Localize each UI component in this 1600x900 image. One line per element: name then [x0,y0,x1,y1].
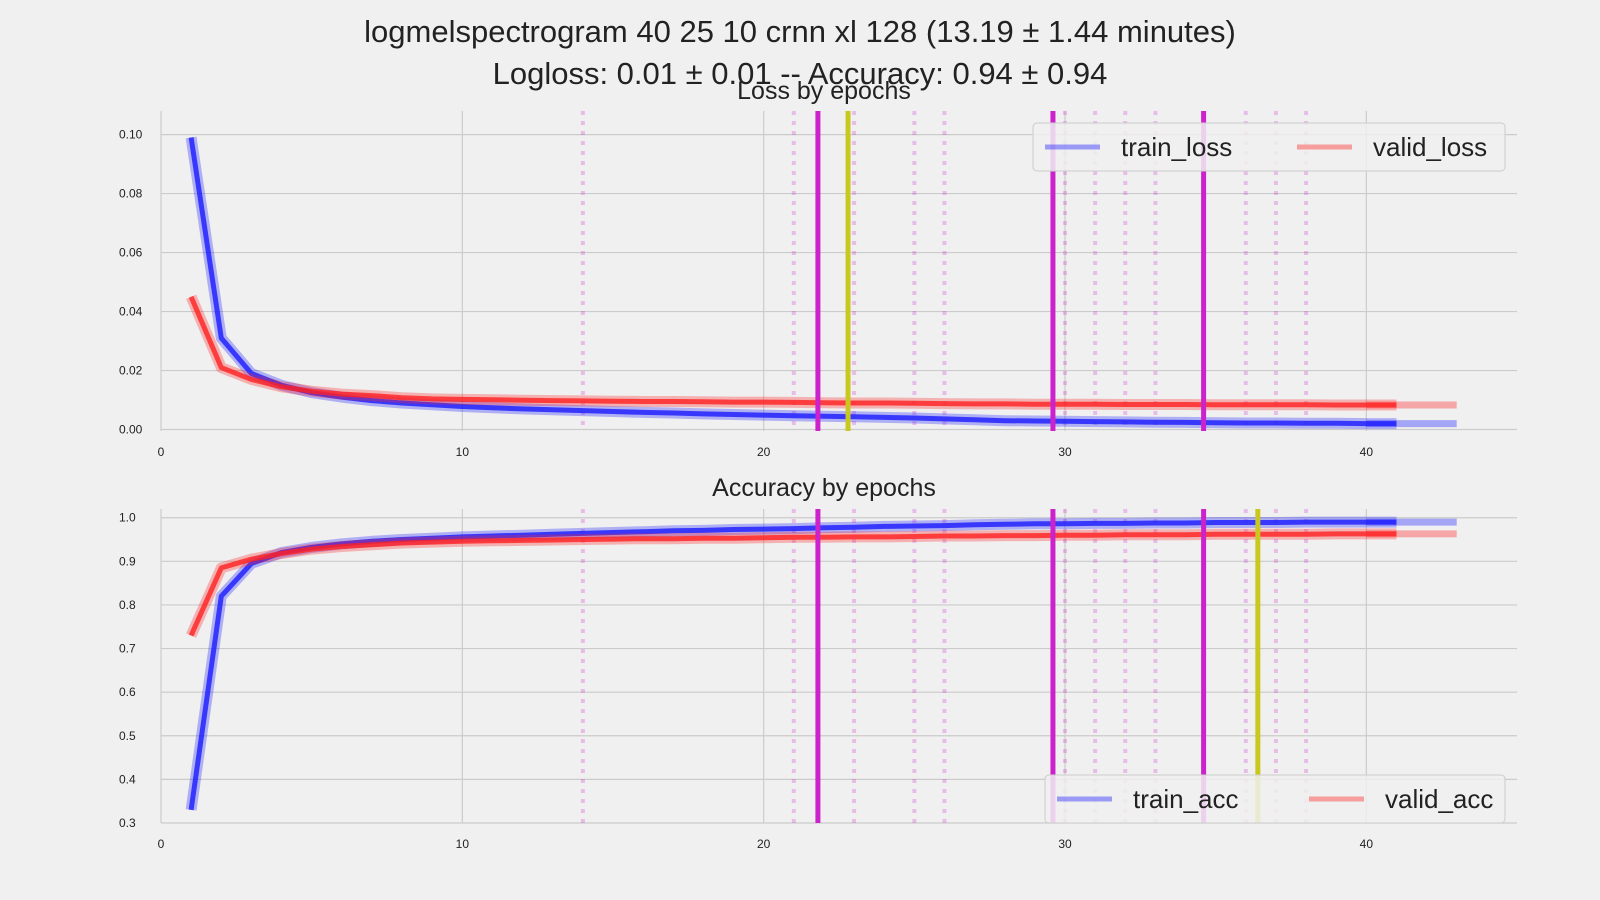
acc-ytick-label: 0.6 [119,685,136,699]
series-train_acc-line [188,519,1397,811]
loss-grid [160,111,1517,431]
legend-label-train_loss: train_loss [1121,132,1232,162]
acc-ytick-label: 0.7 [119,642,136,656]
loss-xtick-label: 40 [1360,445,1374,459]
acc-ytick-label: 0.5 [119,729,136,743]
loss-ytick-label: 0.10 [119,128,143,142]
loss-ytick-label: 0.02 [119,364,143,378]
accuracy-chart-title: Accuracy by epochs [712,474,936,502]
loss-xtick-label: 10 [456,445,470,459]
loss-ytick-label: 0.08 [119,187,143,201]
acc-ytick-label: 0.9 [119,554,136,568]
acc-xtick-label: 30 [1058,837,1072,851]
loss-ytick-label: 0.00 [119,423,143,437]
loss-ytick-label: 0.06 [119,246,143,260]
acc-xtick-label: 40 [1360,837,1374,851]
figure-title-line-2: Logloss: 0.01 ± 0.01 -- Accuracy: 0.94 ±… [493,56,1108,91]
loss-xtick-label: 30 [1058,445,1072,459]
acc-ytick-label: 1.0 [119,511,136,525]
legend-label-valid_loss: valid_loss [1373,132,1487,162]
series-valid_loss-line [188,295,1397,408]
acc-legend: train_acc valid_acc [1044,774,1506,824]
loss-xtick-label: 0 [158,445,165,459]
loss-chart-title: Loss by epochs [737,77,911,105]
acc-xtick-label: 0 [158,837,165,851]
acc-ytick-label: 0.3 [119,816,136,830]
loss-legend: train_loss valid_loss [1032,122,1506,172]
loss-xtick-label: 20 [757,445,771,459]
loss-ytick-label: 0.04 [119,305,143,319]
series-train_loss-line [188,137,1397,427]
legend-label-valid_acc: valid_acc [1385,784,1493,814]
acc-ytick-label: 0.4 [119,772,136,786]
acc-legend-box [1044,774,1506,824]
figure-title-line-1: logmelspectrogram 40 25 10 crnn xl 128 (… [364,14,1236,49]
acc-ytick-label: 0.8 [119,598,136,612]
acc-xtick-label: 20 [757,837,771,851]
acc-grid [160,509,1517,824]
loss-chart: Loss by epochs 0.00 0.02 0.04 0.06 0.08 0.10 0… [119,77,1517,459]
legend-label-train_acc: train_acc [1133,784,1239,814]
series-valid_acc-line [188,531,1397,637]
acc-xtick-label: 10 [456,837,470,851]
accuracy-chart: Accuracy by epochs 0.3 0.4 0.5 0.6 0.7 0.8 0.9… [119,474,1517,851]
loss-legend-box [1032,122,1506,172]
